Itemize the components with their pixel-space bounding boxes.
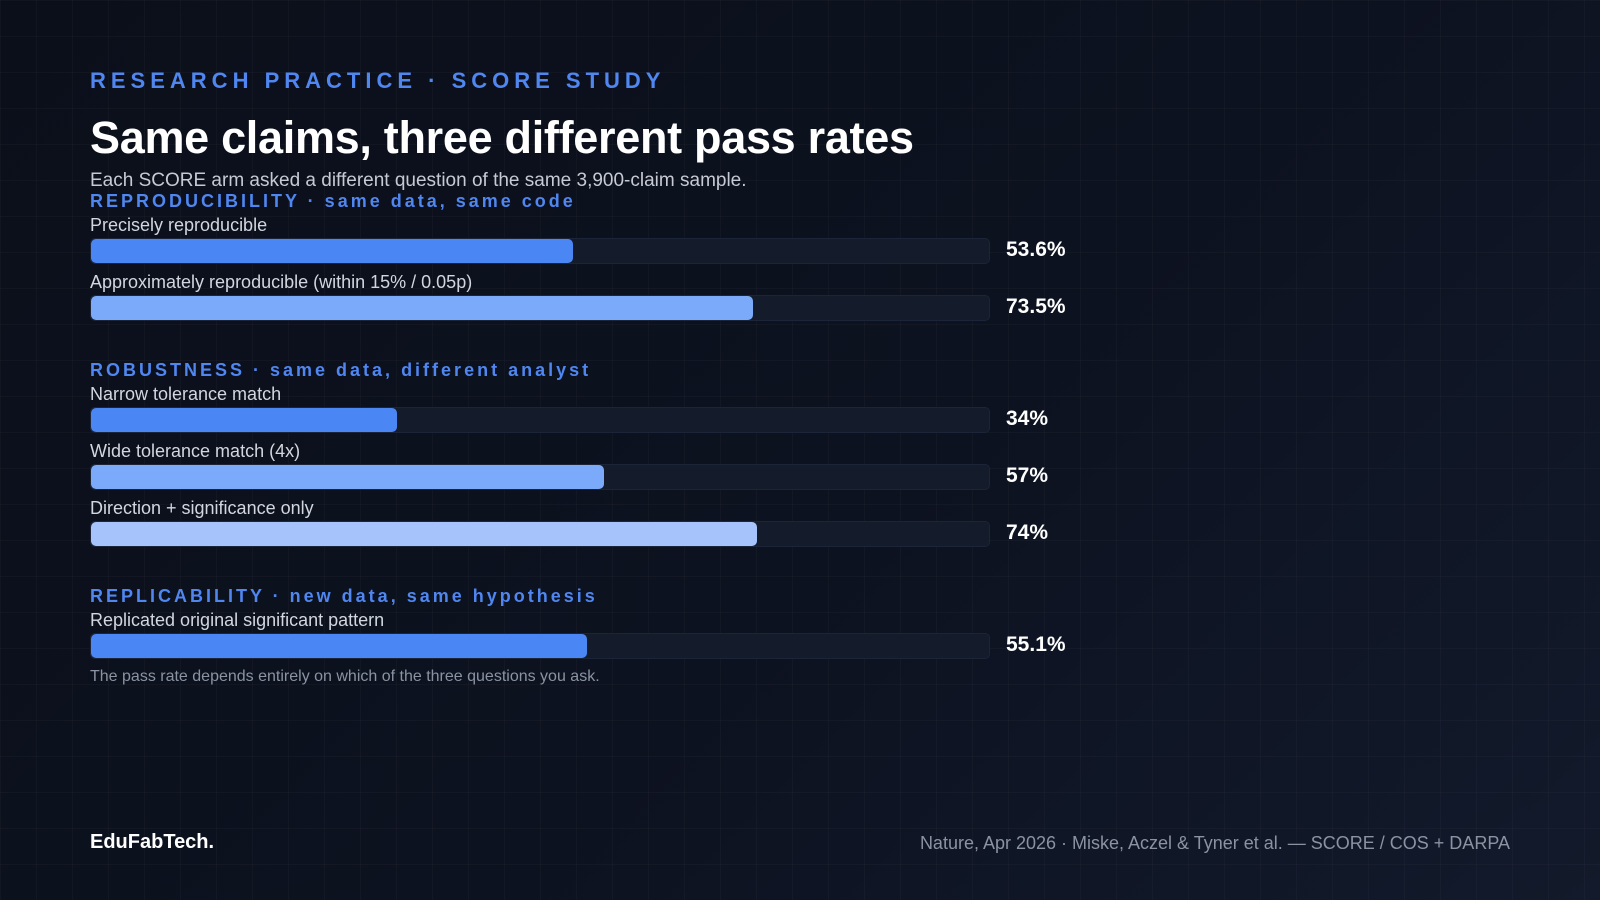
- bar-track: [90, 295, 990, 321]
- bar-track: [90, 407, 990, 433]
- bar-fill: [91, 522, 757, 546]
- bar-fill: [91, 634, 587, 658]
- source-citation: Nature, Apr 2026 · Miske, Aczel & Tyner …: [919, 833, 1510, 853]
- bar-value-label: 34%: [1006, 407, 1049, 430]
- section-heading: ROBUSTNESS · same data, different analys…: [90, 360, 592, 380]
- section-heading: REPRODUCIBILITY · same data, same code: [90, 191, 576, 211]
- bar-track: [90, 521, 990, 547]
- bar-track: [90, 633, 990, 659]
- section-heading: REPLICABILITY · new data, same hypothesi…: [90, 586, 598, 606]
- eyebrow-label: RESEARCH PRACTICE · SCORE STUDY: [90, 68, 666, 93]
- bar-fill: [91, 465, 604, 489]
- bar-label: Narrow tolerance match: [90, 384, 282, 404]
- bar-track: [90, 464, 990, 490]
- chart-footnote: The pass rate depends entirely on which …: [90, 668, 600, 685]
- brand-logo: EduFabTech.: [90, 831, 215, 853]
- bar-value-label: 55.1%: [1006, 633, 1066, 656]
- bar-fill: [91, 239, 574, 263]
- bar-value-label: 74%: [1006, 521, 1049, 544]
- bar-track: [90, 238, 990, 264]
- bar-label: Wide tolerance match (4x): [90, 441, 301, 461]
- bar-value-label: 53.6%: [1006, 238, 1066, 261]
- page-title: Same claims, three different pass rates: [90, 112, 914, 163]
- bar-value-label: 57%: [1006, 464, 1049, 487]
- bar-label: Precisely reproducible: [90, 215, 268, 235]
- page-subtitle: Each SCORE arm asked a different questio…: [90, 170, 747, 191]
- bar-label: Approximately reproducible (within 15% /…: [90, 272, 473, 292]
- bar-label: Replicated original significant pattern: [90, 610, 385, 630]
- bar-value-label: 73.5%: [1006, 295, 1066, 318]
- bar-fill: [91, 296, 753, 320]
- bar-label: Direction + significance only: [90, 498, 314, 518]
- bar-fill: [91, 408, 397, 432]
